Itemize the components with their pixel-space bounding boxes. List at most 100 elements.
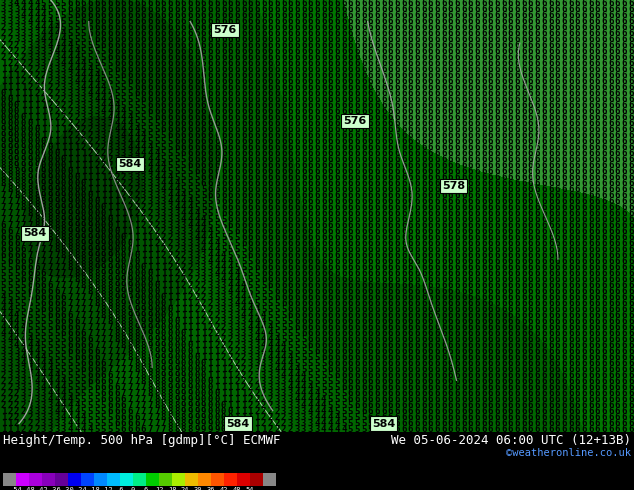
Text: 6: 6 xyxy=(628,167,633,175)
Text: 6: 6 xyxy=(174,58,179,68)
Text: 6: 6 xyxy=(468,220,473,230)
Text: 6: 6 xyxy=(428,191,433,199)
Text: 6: 6 xyxy=(294,167,300,175)
Text: 8: 8 xyxy=(141,346,146,356)
Text: 6: 6 xyxy=(81,10,86,20)
Text: 1: 1 xyxy=(228,370,233,380)
Text: 6: 6 xyxy=(581,95,586,103)
Text: 6: 6 xyxy=(94,383,100,392)
Text: 4: 4 xyxy=(87,425,93,434)
Text: 6: 6 xyxy=(341,305,346,314)
Text: 4: 4 xyxy=(34,365,39,374)
Text: 6: 6 xyxy=(221,4,226,14)
Text: 6: 6 xyxy=(574,178,580,188)
Text: 6: 6 xyxy=(628,76,633,86)
Text: 6: 6 xyxy=(474,143,480,151)
Text: 6: 6 xyxy=(541,274,547,284)
Text: 7: 7 xyxy=(41,245,46,254)
Text: 0: 0 xyxy=(141,287,146,295)
Text: 6: 6 xyxy=(374,124,380,134)
Text: 0: 0 xyxy=(181,365,186,374)
Text: 6: 6 xyxy=(301,28,306,38)
Text: 6: 6 xyxy=(127,47,133,55)
Text: 4: 4 xyxy=(67,394,73,404)
Text: 6: 6 xyxy=(461,34,467,44)
Text: 6: 6 xyxy=(275,178,280,188)
Text: 3: 3 xyxy=(148,196,153,206)
Text: 6: 6 xyxy=(388,215,393,223)
Text: 6: 6 xyxy=(595,226,600,236)
Text: 7: 7 xyxy=(14,215,20,223)
Text: 6: 6 xyxy=(347,274,353,284)
Text: 6: 6 xyxy=(434,0,440,7)
Text: 6: 6 xyxy=(107,17,113,25)
Text: 6: 6 xyxy=(495,95,500,103)
Text: 6: 6 xyxy=(334,346,340,356)
Text: 3: 3 xyxy=(27,377,33,386)
Text: 6: 6 xyxy=(515,413,520,422)
Text: 3: 3 xyxy=(14,34,20,44)
Text: 4: 4 xyxy=(27,4,33,14)
Text: 6: 6 xyxy=(374,233,380,242)
Text: 6: 6 xyxy=(241,41,246,49)
Text: 6: 6 xyxy=(495,58,500,68)
Text: 6: 6 xyxy=(221,191,226,199)
Text: 6: 6 xyxy=(521,377,527,386)
Text: 6: 6 xyxy=(528,106,533,116)
Text: 6: 6 xyxy=(61,311,66,319)
Text: 6: 6 xyxy=(234,0,240,7)
Text: 6: 6 xyxy=(207,185,213,194)
Text: 4: 4 xyxy=(107,100,113,110)
Text: 6: 6 xyxy=(341,178,346,188)
Text: 5: 5 xyxy=(114,95,119,103)
Text: 6: 6 xyxy=(428,167,433,175)
Text: 6: 6 xyxy=(455,250,460,260)
Text: 6: 6 xyxy=(448,383,453,392)
Text: 6: 6 xyxy=(328,17,333,25)
Text: 6: 6 xyxy=(254,226,260,236)
Text: 6: 6 xyxy=(488,65,493,74)
Text: 6: 6 xyxy=(347,202,353,212)
Text: 2: 2 xyxy=(87,143,93,151)
Text: 6: 6 xyxy=(228,143,233,151)
Text: 6: 6 xyxy=(268,119,273,127)
Text: 6: 6 xyxy=(281,58,287,68)
Text: 5: 5 xyxy=(214,226,219,236)
Text: 3: 3 xyxy=(194,263,200,271)
Text: 6: 6 xyxy=(441,76,446,86)
Text: 7: 7 xyxy=(74,293,79,302)
Text: 6: 6 xyxy=(388,226,393,236)
Text: 1: 1 xyxy=(41,106,46,116)
Text: 0: 0 xyxy=(54,154,60,164)
Text: 6: 6 xyxy=(421,250,427,260)
Text: 3: 3 xyxy=(114,143,119,151)
Text: 9: 9 xyxy=(134,317,139,326)
Text: 6: 6 xyxy=(154,71,160,79)
Text: 6: 6 xyxy=(534,383,540,392)
Text: 3: 3 xyxy=(241,317,246,326)
Text: 7: 7 xyxy=(81,298,86,308)
Text: 6: 6 xyxy=(241,143,246,151)
Text: 6: 6 xyxy=(421,119,427,127)
Text: 4: 4 xyxy=(101,100,106,110)
Text: 6: 6 xyxy=(521,335,527,343)
Text: 1: 1 xyxy=(234,389,240,398)
Text: 6: 6 xyxy=(307,100,313,110)
Text: 8: 8 xyxy=(54,239,60,247)
Text: 6: 6 xyxy=(595,317,600,326)
Text: 6: 6 xyxy=(347,82,353,92)
Text: 5: 5 xyxy=(114,71,119,79)
Text: 1: 1 xyxy=(154,274,160,284)
Text: 2: 2 xyxy=(194,298,200,308)
Text: 6: 6 xyxy=(301,287,306,295)
Text: 6: 6 xyxy=(574,185,580,194)
Text: 4: 4 xyxy=(268,341,273,350)
Text: 6: 6 xyxy=(207,161,213,170)
Text: 6: 6 xyxy=(394,257,400,266)
Text: 6: 6 xyxy=(455,178,460,188)
Text: 6: 6 xyxy=(528,281,533,290)
Text: 6: 6 xyxy=(495,196,500,206)
Text: 6: 6 xyxy=(481,0,486,7)
Text: 6: 6 xyxy=(561,233,567,242)
Bar xyxy=(133,473,146,486)
